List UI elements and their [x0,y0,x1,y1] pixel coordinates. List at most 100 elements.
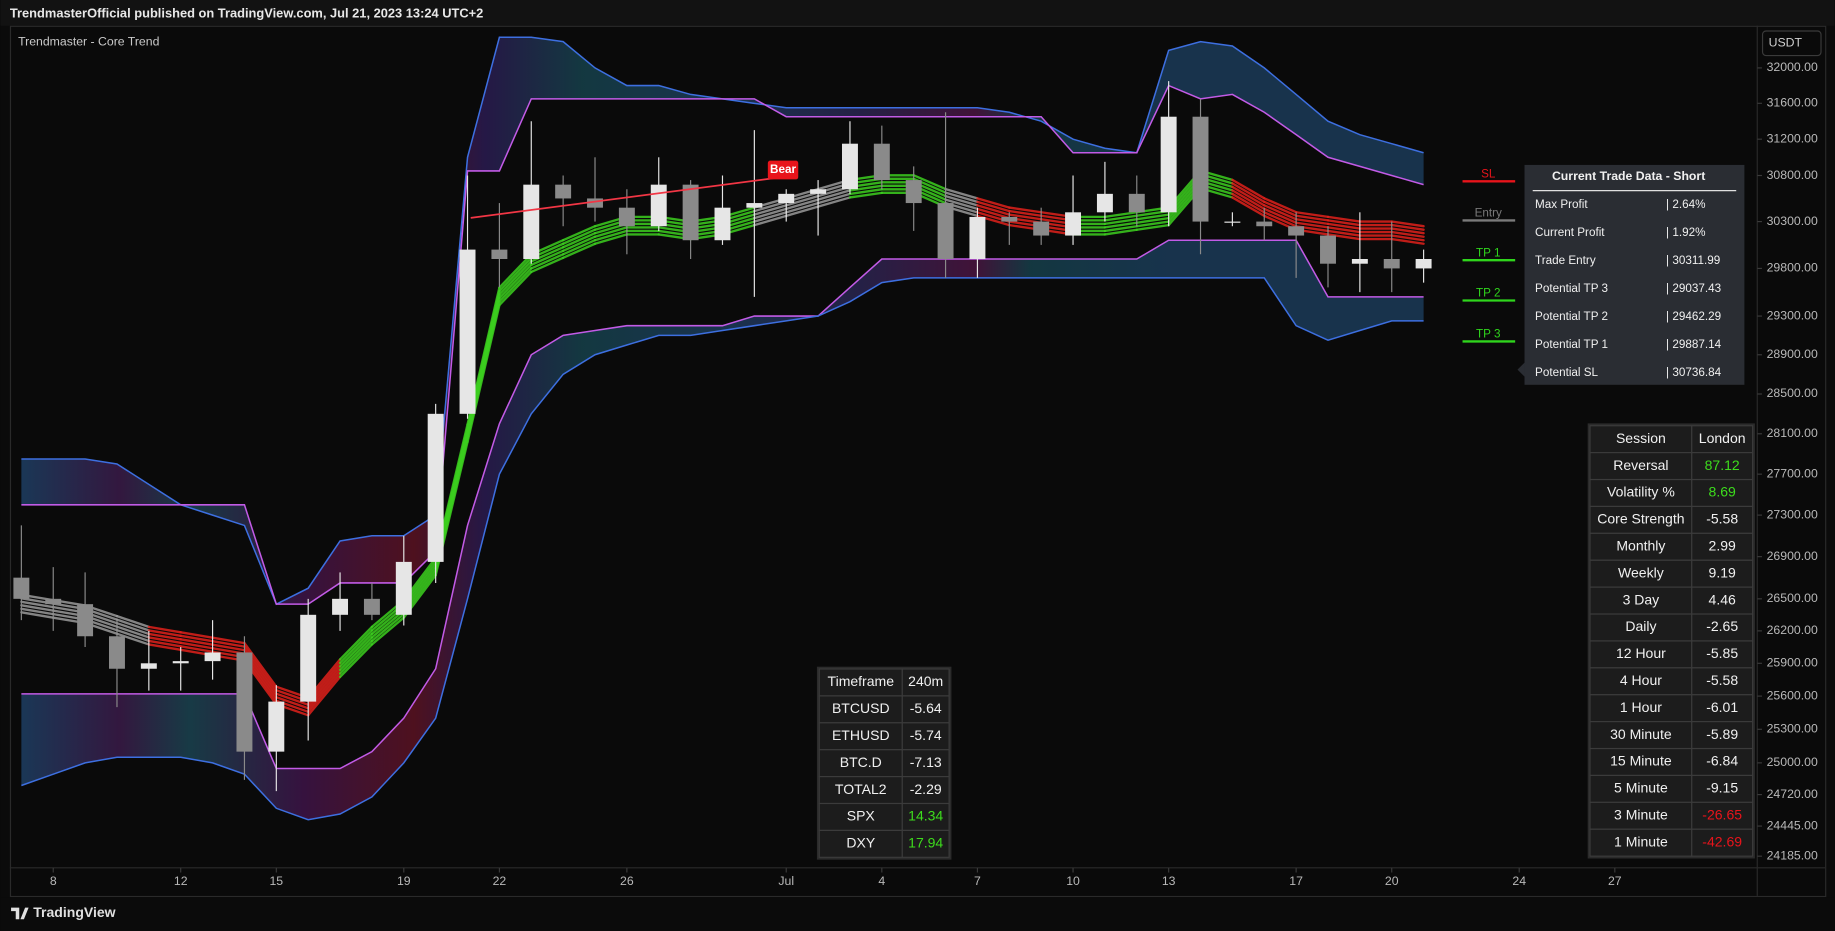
trend-ribbon [1135,220,1170,228]
y-tick-label: 28500.00 [1767,386,1818,400]
trend-ribbon [561,232,597,249]
trade-row-value: | 30311.99 [1666,254,1720,267]
candle-body [236,652,253,752]
trend-ribbon [785,201,820,214]
trend-ribbon [115,625,151,639]
table-cell [901,829,950,858]
plot-area [13,36,1432,821]
trend-ribbon [147,639,182,648]
trade-row-value: | 29462.29 [1666,310,1721,323]
trend-ribbon [1008,213,1043,221]
trend-ribbon [816,196,852,208]
trendline [470,177,774,219]
trend-ribbon [561,239,597,256]
trend-ribbon [1103,225,1138,233]
candle-body [587,198,603,208]
table-value: -5.85 [1706,645,1738,661]
candle-body [77,604,94,637]
trend-ribbon [1263,204,1298,221]
table-value: 17.94 [908,835,943,851]
trade-row-label: Potential SL [1535,366,1599,379]
band-line [21,277,1424,821]
trend-ribbon [211,640,246,648]
trade-row-value: | 29887.14 [1666,338,1722,351]
y-tick-label: 25600.00 [1767,688,1818,702]
trend-ribbon [1103,228,1138,236]
trend-ribbon [1390,227,1425,235]
y-tick-label: 25300.00 [1767,722,1818,736]
trend-ribbon [115,618,151,632]
trend-ribbon [1008,209,1043,217]
candle-body [1288,226,1305,236]
candle-body [810,189,827,194]
trend-ribbon [243,641,278,688]
candle-body [395,561,412,615]
candle-body [969,216,986,259]
trend-ribbon [1390,220,1425,228]
candle-body [1224,221,1241,223]
table-value: London [1699,430,1746,446]
x-tick-label: 13 [1162,874,1176,888]
candle-body [905,180,922,204]
trend-ribbon [753,207,788,220]
header-text: TrendmasterOfficial published on Trading… [10,5,483,20]
trend-ribbon [912,174,947,191]
currency-label: USDT [1769,36,1803,50]
table-label: Weekly [1618,564,1664,580]
x-tick-label: 19 [397,874,411,888]
annotation-text: Bear [770,163,796,176]
table-label: 5 Minute [1614,780,1668,796]
trend-ribbon [753,204,788,216]
table-cell [818,829,903,858]
trend-ribbon [1231,189,1266,211]
table-value: 87.12 [1705,457,1740,473]
table-cell [1691,532,1754,561]
table-cell [1691,559,1754,588]
table-label: Reversal [1613,457,1668,473]
table-cell [1691,774,1754,803]
trend-ribbon [1103,221,1138,229]
trend-ribbon [593,229,629,242]
trade-row-value: | 1.92% [1666,226,1705,239]
currency-button[interactable] [1761,30,1822,57]
trend-ribbon [338,643,374,679]
table-cell [901,722,950,751]
table-cell [1691,801,1754,830]
candle-body [268,701,285,752]
table-cell [1589,667,1693,696]
candle-body [1033,221,1050,236]
table-value: -5.64 [910,700,942,716]
trend-ribbon [498,260,533,296]
table-cell [1589,747,1693,777]
table-cell [901,802,950,831]
table-value: 14.34 [908,808,943,824]
table-label: BTCUSD [832,700,890,716]
table-value: -2.29 [910,781,942,797]
trend-ribbon [20,604,55,612]
x-tick-label: 8 [50,874,57,888]
table-label: 3 Minute [1614,806,1668,822]
header-bar [0,0,1835,26]
x-tick-label: Jul [778,874,794,888]
trend-ribbon [115,614,151,629]
table-value: -5.89 [1706,726,1738,742]
trade-row-label: Potential TP 1 [1535,338,1608,351]
annotation-box [767,160,799,180]
y-tick-label: 24720.00 [1767,787,1818,801]
trend-ribbon [1231,182,1266,204]
candle-body [1001,216,1018,222]
trend-ribbon [307,675,342,717]
table-cell [1589,721,1693,750]
trade-table [1524,164,1745,385]
trend-ribbon [561,228,597,245]
candle-body [45,598,62,605]
table-cell [1691,721,1754,750]
trend-ribbon [1326,222,1362,230]
x-tick-label: 20 [1385,874,1399,888]
trend-ribbon [338,639,374,675]
candle-body [937,203,954,259]
x-tick-label: 15 [269,874,283,888]
trend-ribbon [1231,196,1266,218]
trade-row-value: | 2.64% [1666,198,1705,211]
